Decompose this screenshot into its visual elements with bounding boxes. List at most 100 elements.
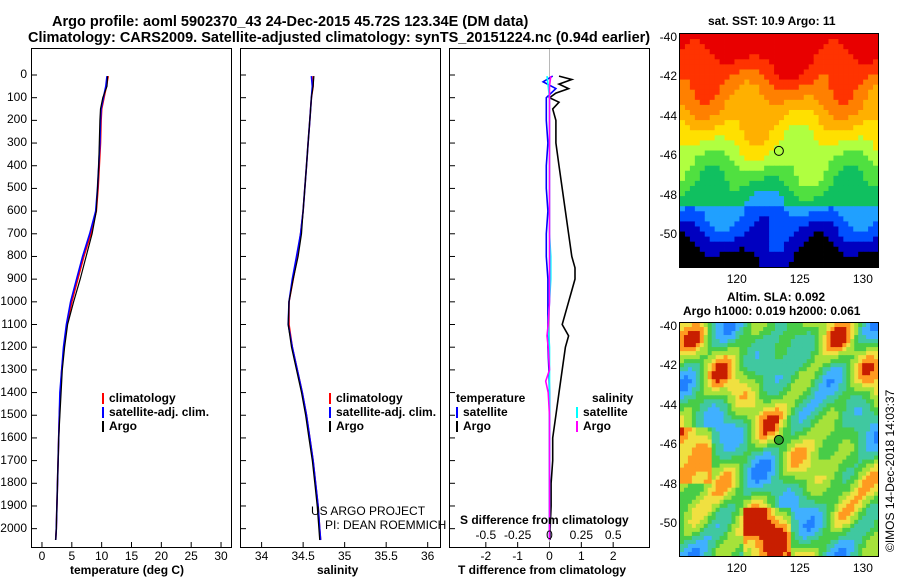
sla-cell xyxy=(818,327,823,332)
sla-cell xyxy=(850,515,855,521)
sla-cell xyxy=(755,431,760,436)
sst-cell xyxy=(823,145,829,151)
sla-cell xyxy=(834,459,839,465)
sla-cell xyxy=(794,523,800,529)
sst-cell xyxy=(759,59,765,65)
sla-cell xyxy=(711,459,717,465)
sla-cell xyxy=(759,467,764,473)
sla-cell xyxy=(739,387,744,392)
sla-cell xyxy=(699,363,705,368)
sla-cell xyxy=(850,459,855,465)
sla-cell xyxy=(866,503,871,509)
sla-cell xyxy=(846,387,851,392)
sla-cell xyxy=(826,511,831,517)
sla-cell xyxy=(782,487,788,493)
sst-cell xyxy=(868,135,874,141)
sla-cell xyxy=(739,531,744,537)
sst-cell xyxy=(709,145,716,151)
sla-cell xyxy=(858,467,863,473)
sst-cell xyxy=(848,201,854,207)
sst-cell xyxy=(823,84,829,91)
sla-cell xyxy=(826,471,831,477)
sla-cell xyxy=(711,407,717,412)
sla-cell xyxy=(782,511,788,517)
sla-cell xyxy=(691,339,697,344)
sla-cell xyxy=(763,515,768,521)
sst-cell xyxy=(769,74,775,80)
sla-cell xyxy=(687,515,693,521)
sla-cell xyxy=(806,403,812,408)
sst-cell xyxy=(843,69,849,75)
sla-cell xyxy=(806,331,812,336)
sla-cell xyxy=(699,543,705,549)
sla-cell xyxy=(759,415,764,420)
sla-cell xyxy=(743,411,748,416)
sla-cell xyxy=(731,339,736,344)
sla-cell xyxy=(838,451,843,456)
sla-cell xyxy=(723,487,728,493)
sst-cell xyxy=(689,39,696,45)
sla-cell xyxy=(794,487,800,493)
sla-cell xyxy=(834,367,839,372)
sst-cell xyxy=(694,34,701,40)
sst-cell xyxy=(853,196,859,202)
sst-cell xyxy=(808,140,815,146)
sla-cell xyxy=(695,399,701,404)
sla-cell xyxy=(775,431,780,436)
sla-cell xyxy=(695,391,701,396)
sst-cell xyxy=(823,155,829,162)
sst-cell xyxy=(704,74,711,80)
sla-cell xyxy=(838,395,843,400)
sla-cell xyxy=(794,331,800,336)
sla-cell xyxy=(723,327,728,332)
sla-cell xyxy=(687,439,693,444)
sla-cell xyxy=(814,511,819,517)
sla-cell xyxy=(680,487,685,493)
sla-cell xyxy=(731,523,736,529)
sla-cell xyxy=(834,547,839,553)
sla-cell xyxy=(707,439,713,444)
sla-cell xyxy=(870,367,875,372)
sst-cell xyxy=(848,69,854,75)
sst-cell xyxy=(729,160,735,167)
sst-cell xyxy=(734,236,740,243)
sla-cell xyxy=(715,403,720,408)
sla-cell xyxy=(699,427,705,432)
sla-cell xyxy=(810,487,816,493)
sla-cell xyxy=(747,479,752,485)
sla-cell xyxy=(719,387,724,392)
sst-cell xyxy=(858,165,864,172)
sla-cell xyxy=(779,551,784,556)
sla-cell xyxy=(683,455,689,460)
sst-cell xyxy=(868,54,874,60)
sst-cell xyxy=(788,251,795,258)
sst-cell xyxy=(769,69,775,75)
sla-cell xyxy=(818,499,823,505)
sst-cell xyxy=(719,170,725,177)
sla-cell xyxy=(814,515,819,521)
sla-cell xyxy=(707,371,713,376)
sst-cell xyxy=(788,216,795,222)
sla-cell xyxy=(830,399,835,404)
sst-cell xyxy=(868,94,874,101)
sst-cell xyxy=(803,221,810,227)
sla-cell xyxy=(687,387,693,392)
sst-cell xyxy=(823,185,829,192)
sst-cell xyxy=(694,256,701,263)
sla-cell xyxy=(763,359,768,364)
sst-cell xyxy=(853,99,859,106)
sst-cell xyxy=(704,59,711,65)
sla-cell xyxy=(735,407,740,412)
sst-cell xyxy=(779,251,785,258)
sst-cell xyxy=(769,241,775,248)
sst-cell xyxy=(729,34,735,40)
sla-cell xyxy=(846,503,851,509)
sla-cell xyxy=(727,415,732,420)
sst-cell xyxy=(828,155,834,162)
sst-cell xyxy=(818,221,824,227)
sla-cell xyxy=(866,451,871,456)
sla-cell xyxy=(874,487,878,493)
sla-cell xyxy=(850,443,855,448)
sla-cell xyxy=(790,347,796,352)
x-tick-2-1: 1 xyxy=(577,549,585,563)
